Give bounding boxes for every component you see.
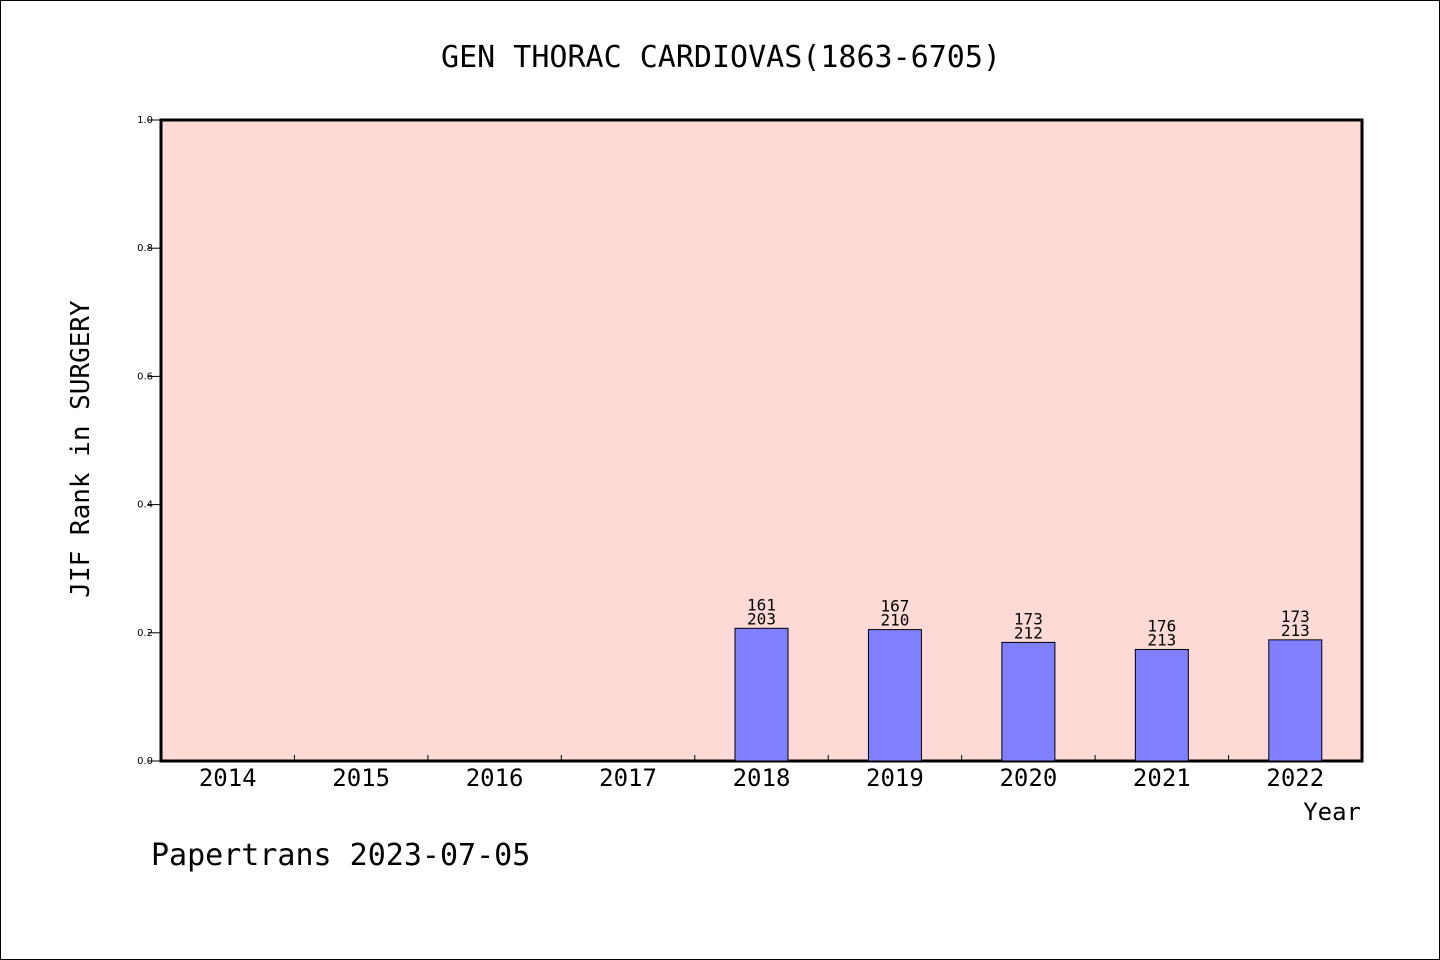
x-tick-label: 2017 <box>599 764 657 792</box>
x-tick-label: 2021 <box>1133 764 1191 792</box>
footer-source-date: Papertrans 2023-07-05 <box>151 838 530 873</box>
x-tick-label: 2019 <box>866 764 924 792</box>
bar-2022 <box>1268 639 1323 762</box>
y-tick-label: 0.8 <box>137 243 153 254</box>
x-tick-label: 2016 <box>466 764 524 792</box>
bar-2020 <box>1001 641 1056 762</box>
bar-2018 <box>734 627 789 762</box>
bar-total-label: 213 <box>1281 621 1310 640</box>
y-tick-label: 0.6 <box>137 371 153 382</box>
bar-total-label: 203 <box>747 609 776 628</box>
x-tick-label: 2015 <box>332 764 390 792</box>
chart-title: GEN THORAC CARDIOVAS(1863-6705) <box>441 40 1001 75</box>
x-axis: 2014 2015 2016 2017 2018 2019 2020 2021 2022 <box>199 755 1324 792</box>
bar-total-label: 210 <box>880 611 909 630</box>
bar-total-label: 213 <box>1147 630 1176 649</box>
y-axis: 0.0 0.2 0.4 0.6 0.8 1.0 <box>137 115 161 767</box>
x-axis-label: Year <box>1303 798 1361 826</box>
bar-2019 <box>867 629 922 762</box>
x-tick-label: 2020 <box>999 764 1057 792</box>
y-tick-label: 0.4 <box>137 500 153 511</box>
bar-rank-label: 167 <box>880 597 909 616</box>
bar-series <box>734 627 1323 762</box>
bar-total-label: 212 <box>1014 623 1043 642</box>
x-tick-label: 2018 <box>733 764 791 792</box>
y-tick-label: 1.0 <box>137 115 153 126</box>
bar-rank-label: 173 <box>1014 609 1043 628</box>
bar-rank-label: 176 <box>1147 616 1176 635</box>
x-tick-label: 2014 <box>199 764 257 792</box>
y-tick-label: 0.2 <box>137 628 153 639</box>
y-tick-label: 0.0 <box>137 756 153 767</box>
bar-rank-label: 173 <box>1281 607 1310 626</box>
y-axis-label: JIF Rank in SURGERY <box>66 300 96 598</box>
x-tick-label: 2022 <box>1266 764 1324 792</box>
bar-rank-label: 161 <box>747 595 776 614</box>
bar-2021 <box>1134 648 1189 762</box>
